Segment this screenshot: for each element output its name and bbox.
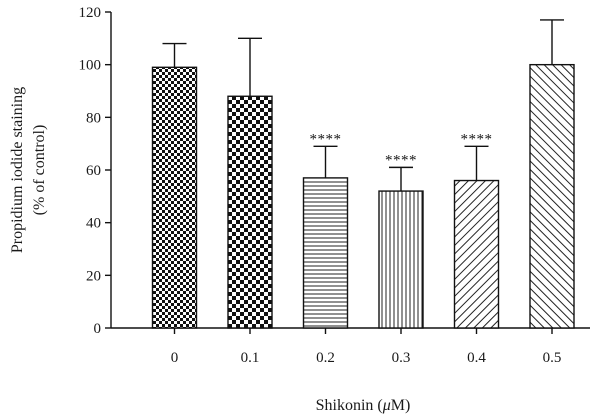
x-axis: 0 0.1 0.2 0.3 0.4 0.5 xyxy=(111,327,590,366)
bar-0.2 xyxy=(302,177,349,329)
x-tick-label: 0.2 xyxy=(316,350,335,366)
x-tick-label: 0.5 xyxy=(543,350,562,366)
bar-0.5 xyxy=(529,63,575,329)
bar-0.3 xyxy=(378,190,424,329)
x-axis-label-prefix: Shikonin ( xyxy=(316,397,383,414)
y-tick-label: 40 xyxy=(86,216,101,232)
significance-mark: **** xyxy=(310,131,342,147)
y-tick-label: 120 xyxy=(79,5,102,21)
y-tick-label: 80 xyxy=(86,110,101,126)
x-axis-label: Shikonin (μM) xyxy=(316,397,411,414)
error-bars xyxy=(162,19,564,192)
bar-0.4 xyxy=(453,179,500,329)
x-axis-label-unit: μ xyxy=(382,397,391,414)
significance-mark: **** xyxy=(385,152,417,168)
x-tick-label: 0.3 xyxy=(392,350,411,366)
y-axis-label-line-1: Propidium iodide staining xyxy=(9,87,26,253)
x-axis-label-suffix: M) xyxy=(391,397,411,414)
bar-0 xyxy=(151,66,198,329)
bars xyxy=(151,63,575,329)
y-axis: 0 20 40 60 80 100 120 xyxy=(79,5,112,337)
y-tick-label: 0 xyxy=(94,321,102,337)
bar-0.1 xyxy=(227,95,273,329)
y-axis-label-line-2: (% of control) xyxy=(31,125,48,216)
x-tick-label: 0.4 xyxy=(467,350,486,366)
significance-mark: **** xyxy=(461,131,493,147)
y-tick-label: 100 xyxy=(79,58,102,74)
x-tick-label: 0.1 xyxy=(241,350,260,366)
significance-annotations: **** **** **** xyxy=(310,131,493,168)
x-tick-label: 0 xyxy=(171,350,179,366)
y-tick-label: 60 xyxy=(86,163,101,179)
y-tick-label: 20 xyxy=(86,268,101,284)
